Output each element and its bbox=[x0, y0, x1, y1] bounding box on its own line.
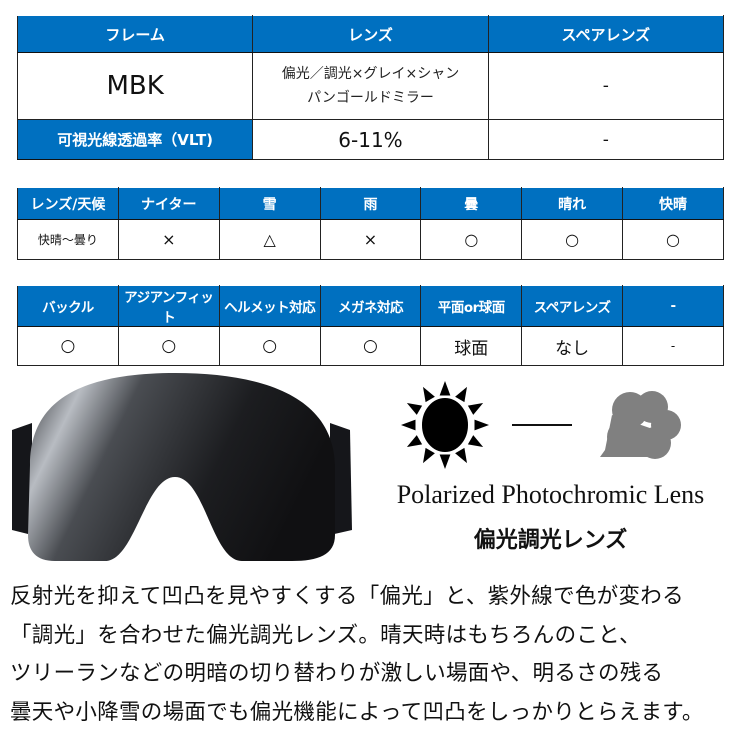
feature-cell: なし bbox=[521, 326, 624, 366]
feature-header: アジアンフィット bbox=[117, 285, 220, 327]
goggle-image bbox=[12, 373, 352, 561]
description-line: ツリーランなどの明暗の切り替わりが激しい場面や、明るさの残る bbox=[10, 661, 664, 686]
lens-line-2: パンゴールドミラー bbox=[307, 90, 434, 106]
sun-ray bbox=[455, 447, 467, 464]
feature-cell: - bbox=[622, 326, 724, 366]
weather-cell: △ bbox=[218, 219, 321, 260]
feature-header: 平面or球面 bbox=[420, 285, 523, 327]
feature-header: バックル bbox=[17, 285, 119, 327]
weather-header: ナイター bbox=[117, 187, 220, 220]
spec-table: フレーム レンズ スペアレンズ MBK 偏光／調光×グレイ×シャン パンゴールド… bbox=[16, 15, 725, 160]
weather-header: 晴れ bbox=[521, 187, 624, 220]
sun-ray bbox=[406, 403, 423, 415]
lens-value: 偏光／調光×グレイ×シャン パンゴールドミラー bbox=[252, 52, 489, 120]
header-spare-lens: スペアレンズ bbox=[487, 15, 725, 53]
description-line: 反射光を抑えて凹凸を見やすくする「偏光」と、紫外線で色が変わる bbox=[10, 584, 684, 609]
weather-header: 雨 bbox=[319, 187, 422, 220]
feature-cell: ○ bbox=[117, 326, 220, 366]
feature-header: スペアレンズ bbox=[521, 285, 624, 327]
sun-ray bbox=[406, 435, 423, 447]
feature-cell: ○ bbox=[17, 326, 119, 366]
lens-line-1: 偏光／調光×グレイ×シャン bbox=[281, 66, 460, 82]
description-line: 曇天や小降雪の場面でも偏光機能によって凹凸をしっかりとらえます。 bbox=[10, 699, 704, 725]
feature-cell: ○ bbox=[319, 326, 422, 366]
sun-ray bbox=[401, 419, 416, 431]
sun-ray bbox=[474, 419, 489, 431]
feature-cell: ○ bbox=[218, 326, 321, 366]
feature-header: ヘルメット対応 bbox=[218, 285, 321, 327]
weather-cell: × bbox=[319, 219, 422, 260]
sun-ray bbox=[423, 386, 435, 403]
weather-cell: ○ bbox=[622, 219, 724, 260]
feature-table: バックル アジアンフィット ヘルメット対応 メガネ対応 平面or球面 スペアレン… bbox=[17, 285, 724, 366]
description: 反射光を抑えて凹凸を見やすくする「偏光」と、紫外線で色が変わる 「調光」を合わせ… bbox=[10, 578, 740, 732]
cloud-icon bbox=[600, 391, 681, 459]
caption-japanese: 偏光調光レンズ bbox=[473, 528, 628, 553]
vlt-value: 6-11% bbox=[252, 119, 489, 160]
sun-ray bbox=[455, 386, 467, 403]
weather-header: 雪 bbox=[218, 187, 321, 220]
frame-value: MBK bbox=[16, 52, 254, 120]
description-line: 「調光」を合わせた偏光調光レンズ。晴天時はもちろんのこと、 bbox=[10, 622, 641, 648]
sun-ray bbox=[423, 447, 435, 464]
sun-disc bbox=[420, 396, 470, 454]
weather-table: レンズ/天候 ナイター 雪 雨 曇 晴れ 快晴 快晴～曇り × △ × ○ ○ … bbox=[17, 187, 724, 260]
vlt-spare-value: - bbox=[487, 119, 725, 160]
spare-value: - bbox=[487, 52, 725, 120]
sun-ray bbox=[439, 454, 451, 469]
weather-header: レンズ/天候 bbox=[17, 187, 119, 220]
feature-header: メガネ対応 bbox=[319, 285, 422, 327]
sun-ray bbox=[467, 435, 484, 447]
header-lens: レンズ bbox=[252, 15, 489, 53]
weather-cell: ○ bbox=[521, 219, 624, 260]
sun-ray bbox=[439, 381, 451, 396]
weather-header: 曇 bbox=[420, 187, 523, 220]
weather-cell: 快晴～曇り bbox=[17, 219, 119, 260]
weather-cell: × bbox=[117, 219, 220, 260]
weather-header: 快晴 bbox=[622, 187, 724, 220]
lens-visual bbox=[12, 373, 681, 561]
vlt-label: 可視光線透過率（VLT) bbox=[16, 119, 254, 160]
caption-english: Polarized Photochromic Lens bbox=[396, 480, 705, 509]
feature-header: - bbox=[622, 285, 724, 327]
sun-icon bbox=[401, 381, 489, 469]
weather-cell: ○ bbox=[420, 219, 523, 260]
feature-cell: 球面 bbox=[420, 326, 523, 366]
sun-ray bbox=[467, 403, 484, 415]
header-frame: フレーム bbox=[16, 15, 254, 53]
